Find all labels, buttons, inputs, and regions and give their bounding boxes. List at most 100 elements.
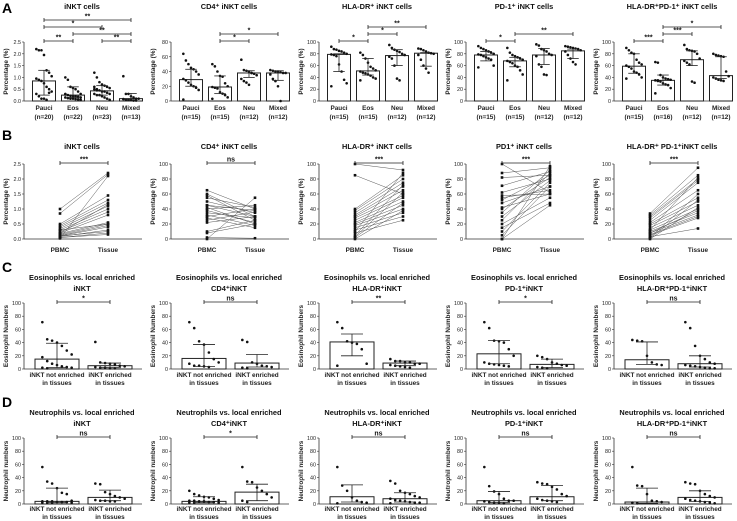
data-point bbox=[548, 203, 552, 207]
data-point bbox=[353, 207, 357, 211]
data-point bbox=[708, 361, 712, 364]
y-tick-label: 60 bbox=[605, 462, 611, 468]
data-point bbox=[337, 49, 341, 53]
data-point bbox=[521, 73, 524, 76]
data-point bbox=[353, 221, 357, 224]
data-point bbox=[696, 207, 700, 211]
data-point bbox=[250, 361, 254, 364]
data-point bbox=[197, 494, 201, 497]
data-point bbox=[58, 207, 62, 211]
x-category-label: iNKT enriched bbox=[383, 372, 426, 379]
paired-line bbox=[649, 180, 699, 219]
data-point bbox=[625, 46, 628, 50]
data-point bbox=[542, 73, 546, 76]
paired-line bbox=[206, 214, 256, 226]
data-point bbox=[106, 210, 110, 214]
x-category-label: (n=12) bbox=[563, 114, 582, 121]
paired-line bbox=[59, 234, 109, 238]
data-point bbox=[500, 191, 504, 194]
data-point bbox=[712, 76, 715, 79]
data-point bbox=[50, 74, 53, 78]
data-point bbox=[132, 96, 135, 99]
data-point bbox=[40, 97, 43, 100]
x-category-label: Mixed bbox=[417, 105, 435, 112]
paired-line bbox=[354, 210, 404, 240]
data-point bbox=[70, 366, 73, 369]
paired-line bbox=[59, 172, 109, 210]
paired-line bbox=[206, 193, 256, 217]
data-point bbox=[37, 78, 41, 82]
paired-line bbox=[59, 204, 109, 234]
x-category-label: in tissues bbox=[189, 514, 219, 521]
data-point bbox=[477, 44, 480, 48]
chart-title: Eosinophils vs. local enriched bbox=[471, 273, 577, 282]
data-point bbox=[50, 339, 54, 342]
x-category-label: in tissues bbox=[390, 514, 420, 521]
data-point bbox=[492, 52, 495, 56]
data-point bbox=[98, 482, 102, 486]
data-point bbox=[688, 326, 692, 330]
data-point bbox=[40, 79, 43, 83]
data-point bbox=[335, 54, 338, 58]
data-point bbox=[205, 231, 209, 235]
data-point bbox=[197, 88, 200, 92]
y-tick-label: 60 bbox=[162, 55, 168, 61]
paired-line bbox=[501, 175, 551, 201]
data-point bbox=[518, 57, 522, 60]
data-point bbox=[197, 73, 200, 76]
paired-line bbox=[206, 205, 256, 217]
x-category-label: Neu bbox=[686, 105, 698, 112]
data-point bbox=[565, 364, 568, 368]
x-category-label: (n=22) bbox=[63, 114, 82, 121]
data-point bbox=[483, 465, 486, 469]
significance-label: *** bbox=[670, 157, 678, 164]
data-point bbox=[187, 62, 190, 66]
data-point bbox=[50, 362, 54, 366]
data-point bbox=[353, 236, 357, 239]
y-tick-label: 20 bbox=[162, 84, 168, 90]
data-point bbox=[656, 79, 660, 82]
data-point bbox=[216, 87, 219, 90]
data-point bbox=[696, 196, 700, 200]
paired-line bbox=[649, 175, 699, 216]
significance-label: * bbox=[248, 28, 251, 35]
data-point bbox=[253, 236, 257, 240]
data-point bbox=[683, 59, 686, 63]
data-point bbox=[245, 81, 248, 84]
data-point bbox=[424, 67, 428, 70]
data-point bbox=[353, 218, 357, 222]
data-point bbox=[631, 501, 634, 504]
data-point bbox=[400, 52, 404, 56]
x-category-label: Neu bbox=[391, 105, 403, 112]
data-point bbox=[696, 179, 700, 182]
data-point bbox=[574, 63, 577, 66]
data-point bbox=[625, 64, 628, 67]
y-tick-label: 60 bbox=[15, 462, 21, 468]
data-point bbox=[50, 90, 53, 93]
paired-line bbox=[354, 192, 404, 237]
y-tick-label: 60 bbox=[162, 327, 168, 333]
x-category-label: Mixed bbox=[564, 105, 582, 112]
data-point bbox=[353, 231, 357, 235]
data-point bbox=[506, 46, 509, 50]
significance-label: *** bbox=[80, 157, 88, 164]
y-tick-label: 40 bbox=[15, 341, 21, 347]
data-point bbox=[93, 71, 96, 74]
paired-line bbox=[59, 229, 109, 237]
paired-line bbox=[649, 197, 699, 225]
x-category-label: Pauci bbox=[625, 105, 642, 112]
data-point bbox=[106, 203, 110, 206]
data-point bbox=[106, 224, 110, 227]
data-point bbox=[241, 465, 244, 469]
data-point bbox=[211, 62, 214, 66]
data-point bbox=[401, 191, 405, 194]
data-point bbox=[194, 70, 198, 73]
x-category-label: iNKT not enriched bbox=[471, 506, 526, 513]
data-point bbox=[535, 43, 538, 46]
data-point bbox=[640, 76, 643, 79]
data-point bbox=[708, 501, 712, 504]
data-point bbox=[648, 218, 652, 222]
y-tick-label: 100 bbox=[602, 436, 611, 442]
paired-line bbox=[501, 178, 551, 193]
data-point bbox=[684, 363, 687, 367]
